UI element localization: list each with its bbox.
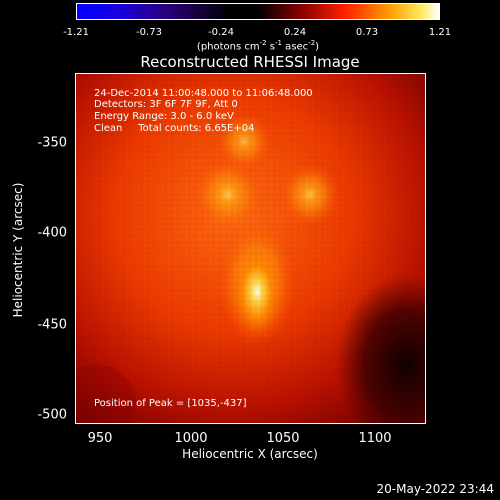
x-tick-label: 1100 bbox=[358, 431, 392, 446]
colorbar-tick: 0.73 bbox=[355, 27, 379, 38]
x-tick-label: 1000 bbox=[174, 431, 208, 446]
colorbar bbox=[76, 3, 440, 20]
colorbar-tick: -0.24 bbox=[208, 27, 234, 38]
annotation-peak-position: Position of Peak = [1035,-437] bbox=[94, 398, 247, 409]
y-tick-label: -350 bbox=[37, 135, 67, 151]
colorbar-tick: 1.21 bbox=[428, 27, 452, 38]
heatmap-plot bbox=[75, 73, 426, 424]
x-axis-label: Heliocentric X (arcsec) bbox=[182, 447, 318, 461]
colorbar-tick: -0.73 bbox=[136, 27, 162, 38]
annotation-detectors: Detectors: 3F 6F 7F 9F, Att 0 bbox=[94, 99, 238, 110]
colorbar-tick: -1.21 bbox=[63, 27, 89, 38]
y-tick-label: -450 bbox=[37, 317, 67, 333]
x-tick-label: 950 bbox=[87, 431, 113, 446]
annotation-time-range: 24-Dec-2014 11:00:48.000 to 11:06:48.000 bbox=[94, 88, 313, 99]
annotation-energy-range: Energy Range: 3.0 - 6.0 keV bbox=[94, 111, 234, 122]
chart-title: Reconstructed RHESSI Image bbox=[140, 53, 360, 71]
plot-timestamp: 20-May-2022 23:44 bbox=[376, 482, 494, 496]
heatmap-image bbox=[76, 74, 425, 423]
colorbar-tick: 0.24 bbox=[283, 27, 307, 38]
x-tick-label: 1050 bbox=[266, 431, 300, 446]
annotation-total-counts: Clean Total counts: 6.65E+04 bbox=[94, 123, 255, 134]
y-tick-label: -400 bbox=[37, 225, 67, 241]
colorbar-units: (photons cm-2 s-1 asec-2) bbox=[196, 39, 320, 53]
y-axis-label: Heliocentric Y (arcsec) bbox=[11, 182, 25, 318]
y-tick-label: -500 bbox=[37, 407, 67, 423]
